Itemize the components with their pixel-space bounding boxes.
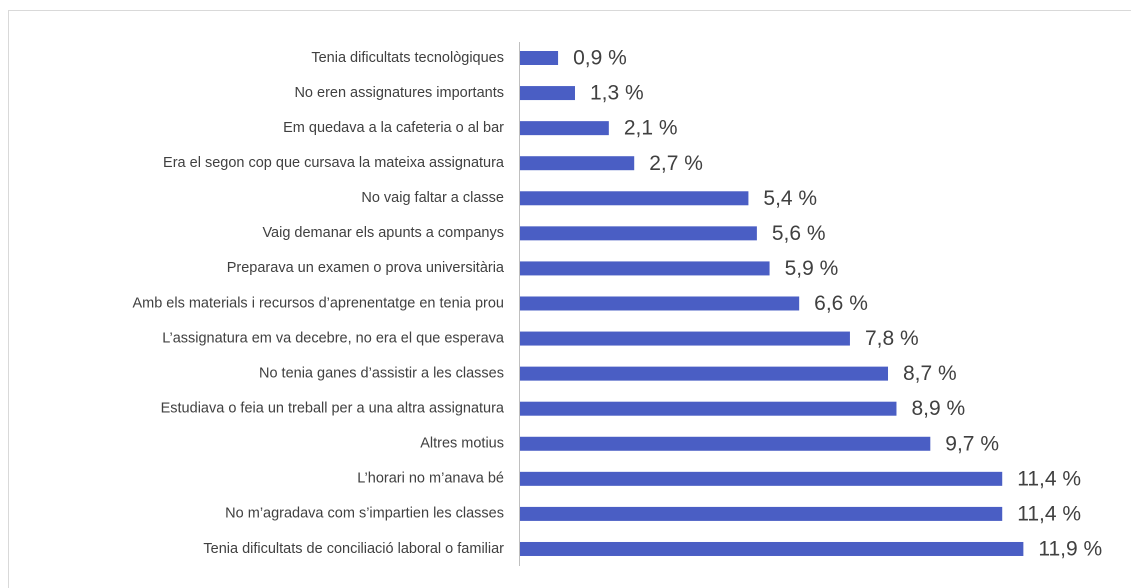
bar (520, 401, 897, 416)
category-label: Preparava un examen o prova universitàri… (227, 260, 505, 276)
bar (520, 121, 609, 136)
bar (520, 296, 800, 311)
bar (520, 86, 575, 101)
bar (520, 506, 1003, 521)
category-label: Em quedava a la cafeteria o al bar (283, 120, 504, 136)
category-label: Amb els materials i recursos d’aprenenta… (132, 295, 504, 311)
value-label: 5,4 % (763, 187, 817, 210)
category-label: Era el segon cop que cursava la mateixa … (163, 155, 505, 171)
value-label: 11,4 % (1017, 502, 1081, 525)
category-label: L’horari no m’anava bé (357, 471, 504, 487)
category-label: L’assignatura em va decebre, no era el q… (162, 330, 505, 346)
bar (520, 331, 850, 346)
value-label: 11,4 % (1017, 467, 1081, 490)
category-label: No m’agradava com s’impartien les classe… (225, 506, 504, 522)
category-label: No vaig faltar a classe (361, 190, 504, 206)
value-label: 5,6 % (772, 222, 826, 245)
value-label: 0,9 % (573, 47, 627, 70)
bar (520, 541, 1024, 556)
value-label: 6,6 % (814, 292, 868, 315)
category-label: No tenia ganes d’assistir a les classes (259, 365, 504, 381)
bar (520, 471, 1003, 486)
category-label: Estudiava o feia un treball per a una al… (161, 401, 505, 417)
bar (520, 261, 770, 276)
bar (520, 436, 931, 451)
bar (520, 226, 757, 241)
value-label: 11,9 % (1038, 538, 1102, 561)
bar (520, 366, 889, 381)
bar (520, 191, 749, 206)
value-label: 7,8 % (865, 327, 919, 350)
value-label: 2,7 % (649, 152, 703, 175)
category-label: Tenia dificultats tecnològiques (311, 50, 504, 66)
category-label: Tenia dificultats de conciliació laboral… (203, 541, 504, 557)
bar (520, 156, 635, 171)
bar (520, 51, 559, 65)
value-label: 5,9 % (785, 257, 839, 280)
value-label: 8,7 % (903, 362, 957, 385)
category-label: No eren assignatures importants (294, 85, 504, 101)
value-label: 8,9 % (911, 397, 965, 420)
value-label: 9,7 % (945, 432, 999, 455)
category-label: Altres motius (420, 436, 504, 452)
value-label: 2,1 % (624, 117, 678, 140)
value-label: 1,3 % (590, 82, 644, 105)
category-label: Vaig demanar els apunts a companys (262, 225, 504, 241)
